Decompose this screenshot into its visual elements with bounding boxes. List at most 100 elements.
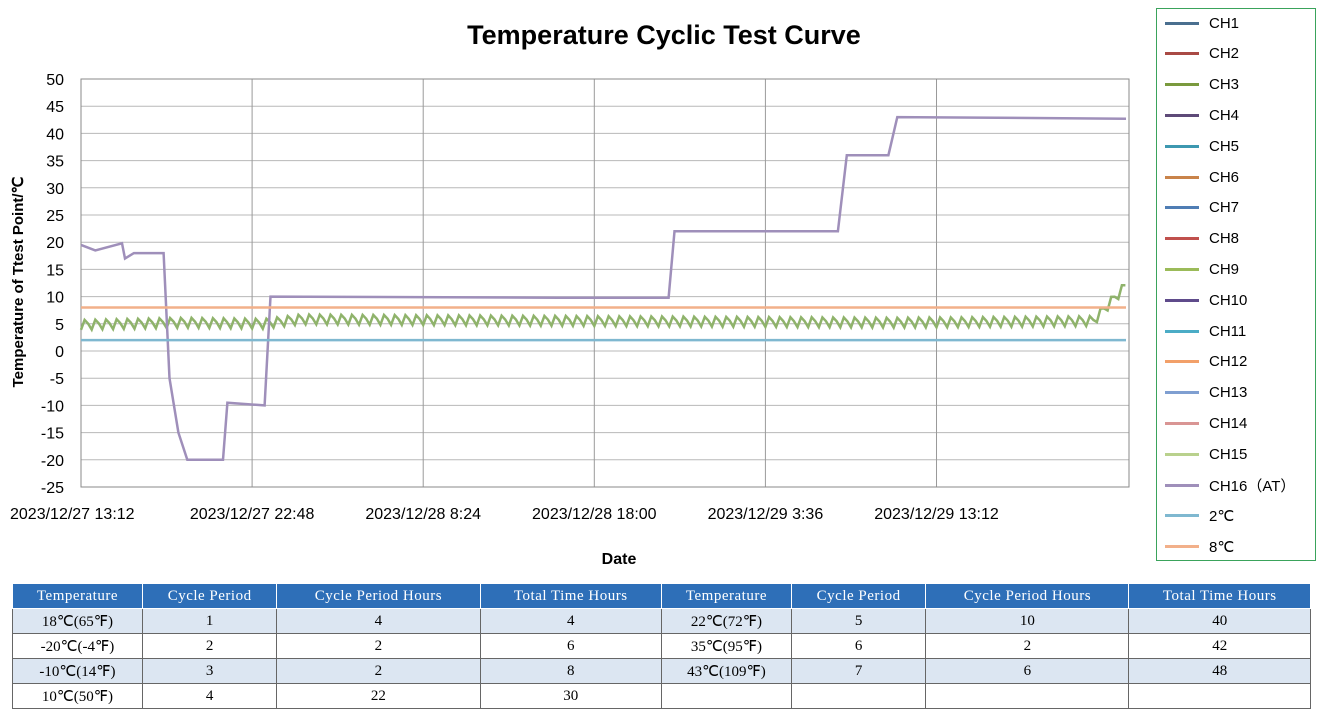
table-cell: 48 — [1128, 658, 1311, 684]
legend-item: CH7 — [1165, 198, 1239, 218]
legend-label: CH12 — [1209, 353, 1248, 371]
table-cell: 2 — [141, 633, 278, 659]
x-tick-label: 2023/12/29 3:36 — [708, 506, 824, 523]
y-tick-label: 0 — [55, 344, 64, 361]
table-cell: 35℃(95℉) — [660, 633, 792, 659]
table-cell: -20℃(-4℉) — [12, 633, 143, 659]
y-tick-label: 50 — [46, 72, 64, 89]
legend-item: CH4 — [1165, 105, 1239, 125]
channel-band-line — [79, 284, 1126, 333]
table-cell: 5 — [790, 608, 927, 634]
chart-title: Temperature Cyclic Test Curve — [467, 20, 861, 50]
table-cell: 30 — [479, 683, 662, 709]
legend-label: CH14 — [1209, 414, 1248, 432]
table-header-row: Temperature Cycle Period Cycle Period Hour… — [12, 583, 1311, 609]
legend-swatch — [1165, 175, 1199, 179]
legend-label: CH2 — [1209, 45, 1240, 63]
table-cell: 22℃(72℉) — [660, 608, 792, 634]
legend-item: CH16（AT） — [1165, 475, 1295, 495]
legend-label: CH7 — [1209, 199, 1240, 217]
grid — [80, 78, 1130, 488]
y-tick-label: 20 — [46, 235, 64, 252]
legend-swatch — [1165, 144, 1199, 148]
table-row: -20℃(-4℉) 2 2 6 35℃(95℉) 6 2 42 — [12, 633, 1311, 659]
table-row: 10℃(50℉) 4 22 30 — [12, 683, 1311, 709]
legend-swatch — [1165, 360, 1199, 364]
legend-swatch — [1165, 421, 1199, 425]
legend-label: CH9 — [1209, 260, 1240, 278]
table-header-cell: Cycle Period — [141, 583, 278, 609]
legend-item: CH3 — [1165, 75, 1239, 95]
table-cell: 40 — [1128, 608, 1311, 634]
table-cell: 6 — [479, 633, 662, 659]
legend-swatch — [1165, 21, 1199, 25]
legend-swatch — [1165, 83, 1199, 87]
y-tick-label: -25 — [41, 480, 64, 497]
table-cell: 4 — [276, 608, 481, 634]
legend-swatch — [1165, 298, 1199, 302]
legend-item: CH12 — [1165, 352, 1247, 372]
table-cell: 43℃(109℉) — [660, 658, 792, 684]
legend-label: CH4 — [1209, 106, 1240, 124]
table-cell: 22 — [276, 683, 481, 709]
table-cell — [660, 683, 792, 709]
legend-item: CH10 — [1165, 290, 1247, 310]
y-tick-label: 15 — [46, 262, 64, 279]
legend-item: CH14 — [1165, 413, 1247, 433]
x-tick-label: 2023/12/27 13:12 — [10, 506, 135, 523]
table-cell: 7 — [790, 658, 927, 684]
legend-item: 8℃ — [1165, 537, 1234, 557]
table-header-cell: Cycle Period Hours — [276, 583, 481, 609]
legend-label: CH8 — [1209, 230, 1240, 248]
x-tick-labels: 2023/12/27 13:12 2023/12/27 22:48 2023/12/… — [10, 506, 999, 523]
table-header-cell: Cycle Period — [790, 583, 927, 609]
legend-swatch — [1165, 329, 1199, 333]
table-row: -10℃(14℉) 3 2 8 43℃(109℉) 7 6 48 — [12, 658, 1311, 684]
cycle-table: Temperature Cycle Period Cycle Period Hour… — [12, 583, 1311, 709]
table-cell: 2 — [276, 633, 481, 659]
legend-swatch — [1165, 237, 1199, 241]
table-cell: 10 — [925, 608, 1130, 634]
legend-swatch — [1165, 545, 1199, 549]
y-tick-label: 35 — [46, 154, 64, 171]
legend-label: CH10 — [1209, 291, 1248, 309]
y-tick-label: -10 — [41, 398, 64, 415]
table-cell: 6 — [790, 633, 927, 659]
legend-swatch — [1165, 452, 1199, 456]
legend-swatch — [1165, 113, 1199, 117]
plot-frame — [80, 78, 1130, 488]
y-tick-label: 30 — [46, 181, 64, 198]
series-lines — [79, 115, 1127, 462]
table-header-cell: Total Time Hours — [479, 583, 662, 609]
table-cell — [790, 683, 927, 709]
y-tick-label: -20 — [41, 453, 64, 470]
x-tick-label: 2023/12/27 22:48 — [190, 506, 315, 523]
legend-label: CH13 — [1209, 384, 1248, 402]
legend-item: CH1 — [1165, 13, 1239, 33]
table-cell: 2 — [925, 633, 1130, 659]
table-cell: 10℃(50℉) — [12, 683, 143, 709]
legend-item: CH6 — [1165, 167, 1239, 187]
legend-label: 2℃ — [1209, 507, 1235, 525]
legend-swatch — [1165, 52, 1199, 56]
x-tick-label: 2023/12/29 13:12 — [874, 506, 999, 523]
x-tick-label: 2023/12/28 8:24 — [365, 506, 481, 523]
chart-legend: CH1 CH2 CH3 CH4 CH5 CH6 CH7 CH8 CH9 CH10 CH11 CH12 C… — [1156, 8, 1316, 561]
legend-swatch — [1165, 514, 1199, 518]
table-cell: -10℃(14℉) — [12, 658, 143, 684]
table-header-cell: Total Time Hours — [1128, 583, 1311, 609]
table-header-cell: Cycle Period Hours — [925, 583, 1130, 609]
table-cell: 4 — [141, 683, 278, 709]
y-tick-label: 10 — [46, 290, 64, 307]
y-tick-label: 25 — [46, 208, 64, 225]
legend-label: CH3 — [1209, 76, 1240, 94]
table-cell: 42 — [1128, 633, 1311, 659]
legend-label: CH5 — [1209, 137, 1240, 155]
table-header-cell: Temperature — [12, 583, 143, 609]
y-tick-label: -5 — [50, 371, 64, 388]
legend-item: CH11 — [1165, 321, 1246, 341]
table-cell: 2 — [276, 658, 481, 684]
legend-swatch — [1165, 267, 1199, 271]
table-cell — [925, 683, 1130, 709]
